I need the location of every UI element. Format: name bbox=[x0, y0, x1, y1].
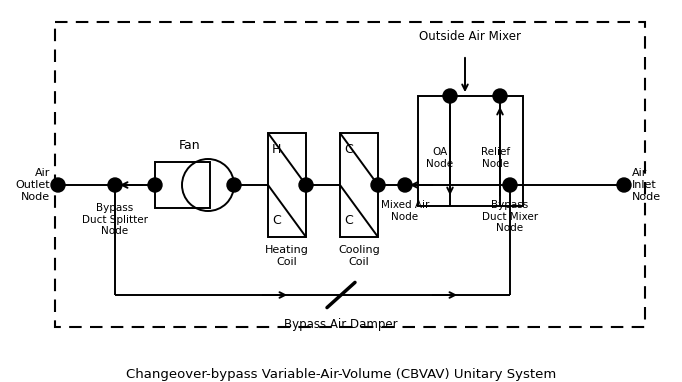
Circle shape bbox=[371, 178, 385, 192]
Text: Outside Air Mixer: Outside Air Mixer bbox=[419, 30, 521, 43]
Bar bbox=[418, 96, 523, 206]
Circle shape bbox=[493, 89, 507, 103]
Text: Changeover-bypass Variable-Air-Volume (CBVAV) Unitary System: Changeover-bypass Variable-Air-Volume (C… bbox=[126, 368, 556, 381]
Text: Cooling
Coil: Cooling Coil bbox=[338, 245, 380, 267]
Bar bbox=[340, 133, 378, 237]
Circle shape bbox=[398, 178, 412, 192]
Circle shape bbox=[443, 89, 457, 103]
Circle shape bbox=[503, 178, 517, 192]
Text: Relief
Node: Relief Node bbox=[481, 147, 511, 169]
Text: C: C bbox=[344, 143, 353, 156]
Text: Air
Outlet
Node: Air Outlet Node bbox=[16, 168, 50, 202]
Bar bbox=[155, 162, 210, 208]
Text: Bypass Air Damper: Bypass Air Damper bbox=[284, 318, 398, 331]
Text: OA
Node: OA Node bbox=[426, 147, 454, 169]
Text: Mixed Air
Node: Mixed Air Node bbox=[381, 200, 429, 222]
Circle shape bbox=[51, 178, 65, 192]
Circle shape bbox=[227, 178, 241, 192]
Text: Bypass
Duct Splitter
Node: Bypass Duct Splitter Node bbox=[82, 203, 148, 236]
Text: H: H bbox=[272, 143, 282, 156]
Bar bbox=[268, 133, 306, 237]
Text: C: C bbox=[272, 214, 281, 227]
Text: C: C bbox=[344, 214, 353, 227]
Circle shape bbox=[617, 178, 631, 192]
Text: Air
Inlet
Node: Air Inlet Node bbox=[632, 168, 661, 202]
Text: Bypass
Duct Mixer
Node: Bypass Duct Mixer Node bbox=[482, 200, 538, 233]
Circle shape bbox=[299, 178, 313, 192]
Text: Heating
Coil: Heating Coil bbox=[265, 245, 309, 267]
Text: Fan: Fan bbox=[179, 139, 201, 152]
Circle shape bbox=[148, 178, 162, 192]
Bar bbox=[55, 22, 645, 327]
Circle shape bbox=[108, 178, 122, 192]
